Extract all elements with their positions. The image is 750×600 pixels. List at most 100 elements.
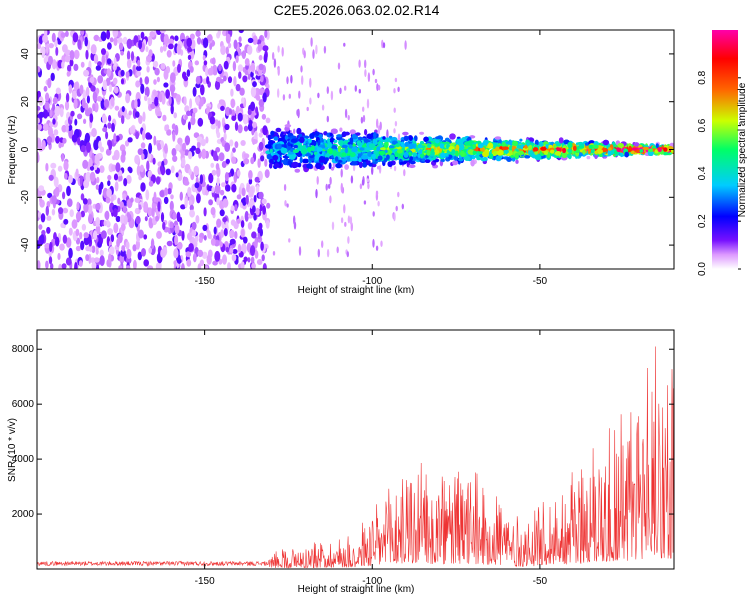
spectrogram-cell [197,249,204,258]
spectrogram-cell [380,240,383,247]
spectrogram-cell [343,204,346,214]
spectrogram-cell [270,130,275,136]
spectrogram-cell [273,136,279,141]
spectrogram-cell [376,146,381,152]
y-tick-label: 8000 [12,344,35,355]
spectrogram-cell [68,247,73,259]
spectrogram-cell [75,228,80,237]
spectrogram-cell [280,147,288,154]
spectrogram-cell [85,49,89,60]
spectrogram-cell [303,167,309,173]
spectrogram-cell [242,75,248,83]
spectrogram-cell [228,42,232,49]
spectrogram-cell [388,145,395,149]
spectrogram-cell [203,207,207,217]
spectrogram-cell [315,162,322,169]
spectrogram-cell [110,96,115,107]
y-tick-label: 2000 [12,509,35,520]
spectrogram-cell [137,148,144,156]
spectrogram-cell [177,63,181,73]
spectrogram-cell [262,263,267,269]
spectrogram-cell [261,113,267,120]
spectrogram-cell [233,39,238,50]
spectrogram-cell [77,39,82,50]
spectrogram-cell [409,160,416,165]
spectrogram-cell [136,70,141,77]
spectrogram-cell [77,137,81,146]
spectrogram-cell [377,200,380,207]
spectrogram-cell [210,162,215,168]
spectrogram-cell [193,132,200,139]
spectrogram-cell [79,84,84,95]
spectrogram-cell [337,62,341,70]
spectrogram-cell [240,220,245,228]
spectrogram-cell [46,215,52,221]
spectrogram-cell [324,153,330,159]
spectrogram-cell [51,59,57,70]
spectrogram-cell [144,216,148,222]
spectrogram-cell [192,86,197,97]
spectrogram-cell [95,87,100,95]
spectrogram-cell [91,262,97,269]
spectrogram-cell [203,60,208,66]
spectrogram-cell [458,157,464,162]
spectrogram-cell [48,55,53,65]
spectrogram-cell [250,86,257,98]
spectrogram-cell [242,197,247,206]
spectrogram-cell [449,133,456,140]
spectrogram-cell [587,147,591,155]
spectrogram-cell [154,67,160,76]
spectrogram-cell [464,141,471,146]
spectrogram-cell [258,191,264,200]
spectrogram-cell [73,63,79,71]
spectrogram-cell [58,263,63,269]
spectrogram-cell [326,249,330,258]
spectrogram-cell [424,159,431,164]
spectrogram-cell [511,140,519,146]
spectrogram-cell [488,153,494,160]
spectrogram-cell [118,265,123,269]
spectrogram-cell [315,188,318,199]
spectrogram-cell [148,49,153,58]
spectrogram-cell [347,215,351,224]
spectrogram-cell [284,200,287,207]
spectrogram-cell [52,118,56,125]
spectrogram-cell [594,150,598,155]
spectrogram-cell [103,99,110,108]
spectrogram-cell [63,160,69,171]
spectrogram-cell [116,238,120,248]
spectrogram-cell [46,226,51,234]
spectrogram-cell [315,44,318,55]
spectrogram-cell [60,222,66,228]
spectrogram-cell [120,249,126,257]
spectrogram-cell [126,174,132,184]
spectrogram-cell [100,31,107,41]
spectrogram-cell [302,158,310,164]
spectrogram-cell [69,59,74,67]
spectrogram-cell [403,135,409,141]
spectrogram-cell [463,155,471,161]
spectrogram-cell [506,157,512,163]
spectrogram-cell [37,117,40,124]
spectrogram-cell [265,117,271,124]
spectrogram-cell [188,199,193,206]
spectrogram-cell [374,78,378,84]
spectrogram-cell [113,37,118,46]
spectrogram-cell [303,50,306,59]
spectrogram-cell [232,249,238,254]
spectrogram-cell [159,165,164,173]
spectrogram-cell [453,155,458,161]
spectrogram-cell [45,205,49,216]
spectrogram-cell [349,129,356,135]
spectrogram-cell [624,151,629,158]
spectrogram-cell [107,228,113,236]
spectrogram-cell [83,232,89,239]
spectrogram-cell [368,143,376,149]
spectrogram-cell [75,168,79,178]
spectrogram-cell [277,45,280,53]
chart-title: C2E5.2026.063.02.02.R14 [273,2,440,18]
spectrogram-cell [315,131,320,137]
spectrogram-cell [238,30,244,34]
spectrogram-cell [168,95,172,106]
spectrogram-cell [382,136,386,140]
